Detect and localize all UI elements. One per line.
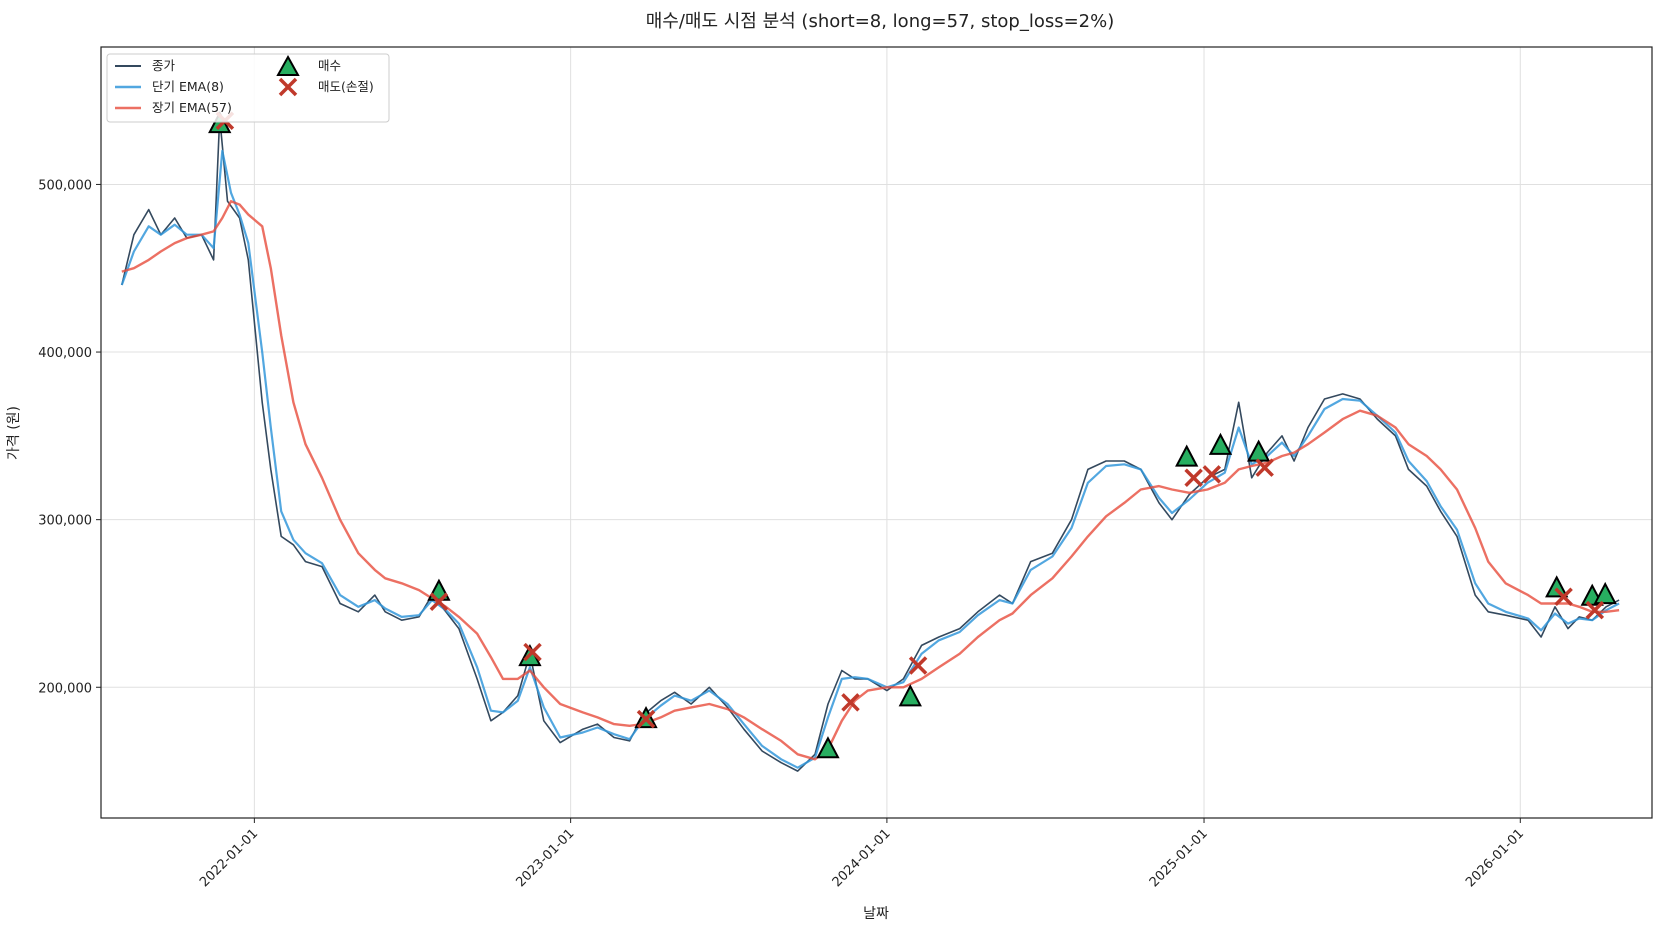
- x-tick-label: 2025-01-01: [1147, 826, 1211, 890]
- buy-marker: [1208, 432, 1233, 455]
- sell-marker: [908, 656, 928, 675]
- buy-marker: [1593, 581, 1617, 605]
- sell-marker: [1554, 587, 1573, 606]
- buy-marker: [1175, 444, 1199, 467]
- y-tick-label: 200,000: [38, 681, 92, 696]
- grid-layer: [101, 47, 1652, 818]
- legend: 종가 단기 EMA(8) 장기 EMA(57) 매수 매도(손절): [106, 53, 390, 123]
- legend-close-label: 종가: [152, 58, 176, 73]
- long-ema-line: [121, 199, 1620, 761]
- axis-layer: 200,000 300,000 400,000 500,000 2022-01-01 20…: [38, 178, 1527, 890]
- legend-buy-marker: [276, 54, 300, 76]
- y-tick-label: 500,000: [38, 178, 92, 193]
- y-tick-label: 400,000: [38, 346, 92, 361]
- short-ema-line: [120, 149, 1620, 769]
- x-tick-label: 2024-01-01: [830, 826, 894, 890]
- legend-sell-marker: [278, 77, 298, 97]
- buy-marker: [898, 684, 922, 707]
- x-tick-label: 2023-01-01: [513, 826, 577, 890]
- sell-marker: [1255, 458, 1274, 477]
- y-axis-label: 가격 (원): [6, 406, 22, 460]
- sell-marker: [523, 642, 542, 662]
- sell-marker: [636, 709, 656, 729]
- x-tick-label: 2026-01-01: [1463, 826, 1527, 890]
- legend-short-ema-label: 단기 EMA(8): [152, 79, 224, 94]
- sell-marker: [1202, 465, 1222, 484]
- x-axis-label: 날짜: [863, 906, 889, 922]
- buy-marker: [816, 736, 840, 759]
- series-layer: [120, 116, 1620, 772]
- marker-layer: [208, 110, 1617, 759]
- sell-marker: [841, 693, 860, 712]
- buy-marker: [1246, 439, 1271, 462]
- sell-marker: [1184, 468, 1203, 487]
- buy-marker: [1545, 575, 1569, 598]
- close-price-line: [121, 116, 1620, 772]
- legend-buy-label: 매수: [318, 58, 341, 73]
- x-tick-label: 2022-01-01: [197, 826, 261, 890]
- legend-sell-label: 매도(손절): [318, 79, 374, 94]
- chart-title: 매수/매도 시점 분석 (short=8, long=57, stop_loss…: [646, 11, 1115, 32]
- legend-frame: [106, 53, 390, 123]
- sell-marker: [429, 592, 449, 612]
- sell-marker: [1585, 600, 1605, 620]
- plot-frame: [100, 46, 1653, 819]
- legend-long-ema-label: 장기 EMA(57): [152, 100, 232, 115]
- y-tick-label: 300,000: [38, 514, 92, 529]
